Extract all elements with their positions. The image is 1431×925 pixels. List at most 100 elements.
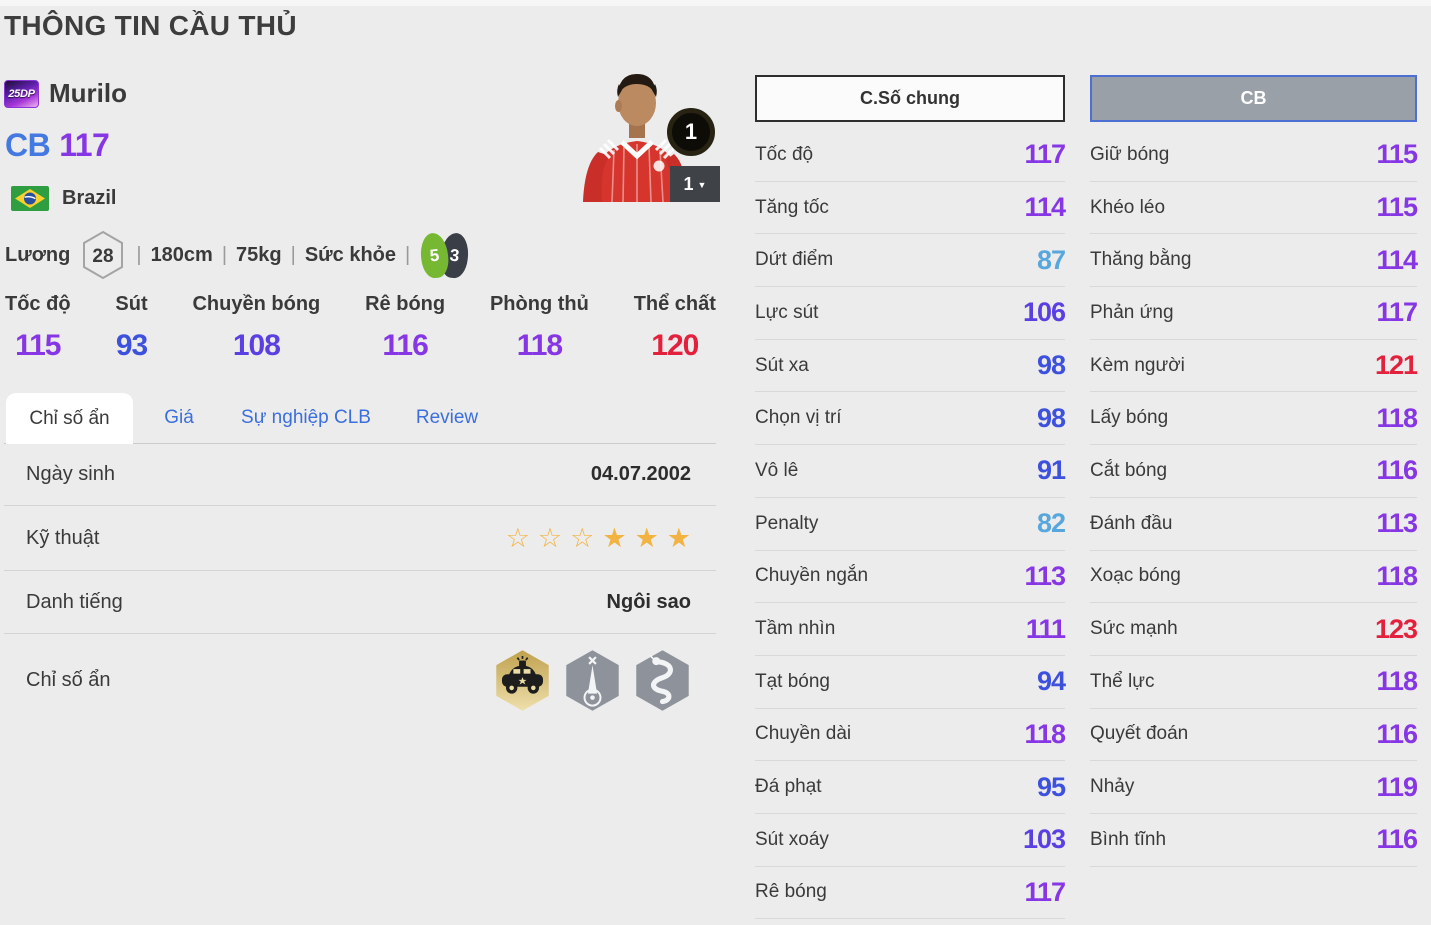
player-height: 180cm: [150, 243, 213, 266]
stat-value: 117: [1024, 139, 1066, 170]
stat-value: 119: [1376, 771, 1418, 802]
stat-value: 115: [1376, 139, 1418, 170]
stat-row: Rê bóng 117: [755, 867, 1066, 920]
stat-label: Penalty: [755, 512, 819, 534]
summary-stat-value: 93: [115, 329, 148, 362]
stat-label: Chuyền ngắn: [755, 565, 869, 587]
police-car-trait-icon: [496, 649, 549, 711]
stat-row: Chọn vị trí 98: [755, 392, 1066, 446]
stat-value: 91: [1036, 455, 1066, 486]
stat-row: Vô lê 91: [755, 445, 1066, 498]
general-stats-button[interactable]: C.Số chung: [755, 75, 1065, 122]
stat-label: Kèm người: [1090, 354, 1185, 376]
position-stats-button[interactable]: CB: [1090, 75, 1417, 122]
stat-row: Tốc độ 117: [755, 129, 1066, 182]
stat-row: Chuyền ngắn 113: [755, 551, 1066, 604]
stat-row: Xoạc bóng 118: [1090, 551, 1418, 604]
stat-value: 123: [1374, 613, 1418, 644]
summary-stat-value: 115: [15, 329, 61, 362]
star-filled-icon: ★: [602, 522, 627, 553]
chevron-down-icon: ▼: [697, 180, 707, 190]
salary-hexagon-badge: 28: [83, 230, 124, 280]
summary-stat: Phòng thủ 118: [490, 293, 589, 363]
stat-label: Chuyền dài: [755, 723, 852, 745]
tab-2[interactable]: Giá: [164, 407, 194, 428]
star-filled-icon: ★: [666, 522, 691, 553]
stat-value: 118: [1376, 402, 1418, 433]
stat-value: 114: [1024, 192, 1066, 223]
separator: |: [290, 243, 296, 266]
stat-value: 118: [1376, 560, 1418, 591]
tab-bar: Chỉ số ẩn Giá Sự nghiệp CLB Review: [4, 393, 716, 444]
star-empty-icon: ☆: [537, 522, 563, 553]
stat-label: Giữ bóng: [1090, 143, 1170, 165]
fame-value: Ngôi sao: [606, 590, 691, 613]
player-overview-panel: 25DP Murilo CB 117 Brazil Lương 28 | 180c…: [4, 0, 720, 925]
fame-row: Danh tiếng Ngôi sao: [4, 571, 716, 634]
stat-value: 116: [1376, 455, 1418, 486]
brazil-flag-icon: [11, 186, 49, 211]
stat-row: Lực sút 106: [755, 287, 1066, 340]
dob-row: Ngày sinh 04.07.2002: [4, 444, 716, 506]
level-dropdown[interactable]: 1 ▼: [670, 166, 720, 202]
stat-label: Phản ứng: [1090, 301, 1174, 323]
player-rating: 117: [59, 127, 110, 163]
stat-label: Vô lê: [755, 459, 799, 481]
summary-stat-label: Phòng thủ: [489, 293, 589, 315]
stat-row: Sút xoáy 103: [755, 814, 1066, 867]
player-nation: Brazil: [62, 187, 117, 209]
separator: |: [405, 243, 411, 266]
summary-stat-label: Thể chất: [633, 293, 716, 315]
separator: |: [221, 243, 228, 266]
stat-label: Khéo léo: [1090, 196, 1166, 218]
stat-row: Sút xa 98: [755, 340, 1066, 393]
stat-label: Đánh đầu: [1090, 512, 1173, 534]
stat-row: Khéo léo 115: [1090, 182, 1418, 235]
general-stats-column: C.Số chung Tốc độ 117 Tăng tốc 114 Dứt điểm 8…: [755, 75, 1066, 920]
star-filled-icon: ★: [634, 522, 659, 553]
stat-value: 94: [1036, 666, 1066, 697]
stat-value: 113: [1376, 508, 1418, 539]
summary-stat-value: 118: [516, 329, 563, 362]
stat-label: Tầm nhìn: [755, 618, 836, 640]
stat-value: 95: [1036, 771, 1066, 802]
stat-row: Cắt bóng 116: [1090, 445, 1418, 498]
stat-label: Cắt bóng: [1090, 459, 1168, 481]
summary-stat: Tốc độ 115: [5, 293, 71, 363]
stat-label: Sút xa: [755, 354, 809, 376]
stat-row: Thăng bằng 114: [1090, 234, 1418, 288]
fame-label: Danh tiếng: [26, 590, 123, 613]
stat-row: Nhảy 119: [1090, 761, 1418, 814]
stat-value: 98: [1036, 402, 1066, 433]
stat-row: Phản ứng 117: [1090, 287, 1418, 340]
summary-stat: Sút 93: [115, 293, 148, 363]
skill-label: Kỹ thuật: [26, 526, 100, 549]
summary-stat-value: 108: [232, 329, 281, 362]
stat-value: 121: [1374, 350, 1418, 381]
stat-value: 98: [1036, 350, 1066, 381]
stat-row: Giữ bóng 115: [1090, 129, 1418, 182]
stat-value: 114: [1376, 244, 1418, 275]
tab-4[interactable]: Review: [415, 407, 479, 428]
stat-row: Thể lực 118: [1090, 656, 1418, 709]
position-rating-row: CB 117: [5, 127, 110, 164]
level-badge: 1: [667, 108, 715, 156]
stat-row: Dứt điểm 87: [755, 234, 1066, 288]
summary-stat: Chuyền bóng 108: [192, 293, 320, 363]
stat-label: Sức mạnh: [1090, 618, 1178, 640]
stat-row: Quyết đoán 116: [1090, 709, 1418, 762]
stat-value: 103: [1022, 824, 1066, 855]
nation-row: Brazil: [11, 186, 116, 211]
stat-label: Tạt bóng: [755, 670, 830, 692]
tab-1[interactable]: Chỉ số ẩn: [6, 393, 133, 444]
hidden-traits-icons: [494, 649, 691, 712]
tab-3[interactable]: Sự nghiệp CLB: [241, 407, 371, 428]
stat-row: Lấy bóng 118: [1090, 392, 1418, 446]
separator: |: [136, 243, 142, 266]
stat-value: 116: [1376, 718, 1418, 749]
hidden-traits-row: Chỉ số ẩn: [4, 634, 716, 726]
star-empty-icon: ☆: [505, 522, 530, 553]
stat-row: Sức mạnh 123: [1090, 603, 1418, 656]
stat-value: 115: [1376, 192, 1418, 223]
dob-label: Ngày sinh: [26, 463, 115, 485]
